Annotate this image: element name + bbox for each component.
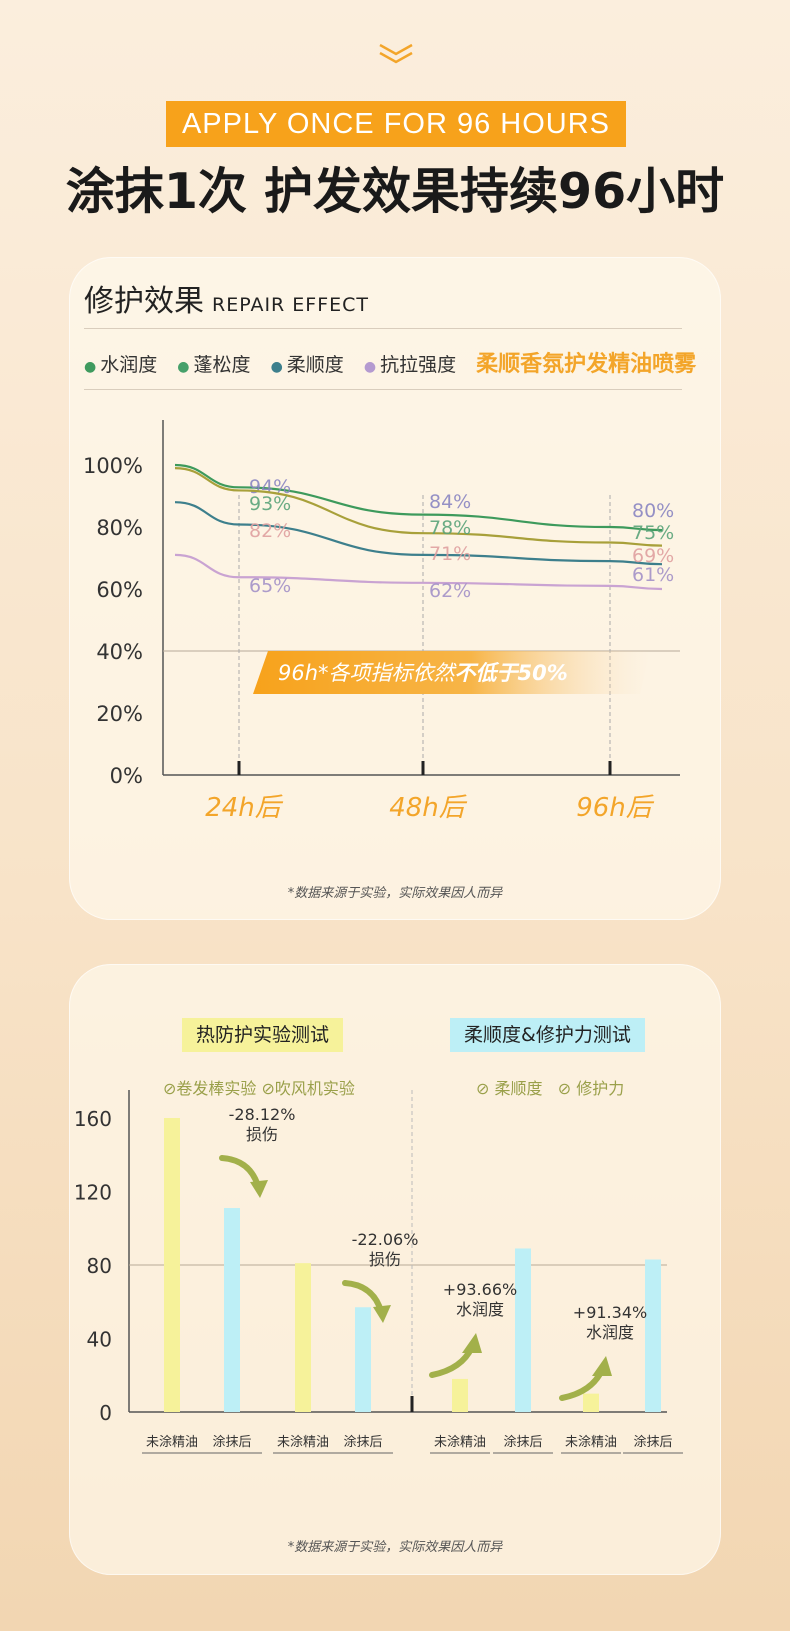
arrow-head-icon bbox=[373, 1305, 391, 1323]
x-tick-label: 24h后 bbox=[205, 793, 284, 820]
double-chevron-down-icon bbox=[379, 43, 413, 64]
data-label: 78% bbox=[429, 517, 471, 539]
bar bbox=[295, 1263, 311, 1412]
repair-title-en: REPAIR EFFECT bbox=[212, 294, 370, 316]
x-tick-label: 涂抹后 bbox=[343, 1434, 382, 1450]
divider bbox=[84, 328, 682, 329]
data-label: 71% bbox=[429, 543, 471, 565]
callout-bold: 不低于50% bbox=[455, 661, 568, 685]
x-tick-label: 涂抹后 bbox=[212, 1434, 251, 1450]
heat-protection-label: 热防护实验测试 bbox=[182, 1018, 344, 1052]
data-label: 69% bbox=[632, 545, 674, 567]
check-icon: ⊘ bbox=[557, 1079, 572, 1098]
x-tick-label: 未涂精油 bbox=[277, 1434, 329, 1450]
series-line bbox=[174, 467, 663, 547]
bar bbox=[583, 1393, 599, 1412]
product-name: 柔顺香氛护发精油喷雾 bbox=[476, 352, 697, 377]
chart-legend: ● 水润度 ● 蓬松度 ● 柔顺度 ● 抗拉强度 柔顺香氛护发精油喷雾 bbox=[84, 346, 696, 378]
data-source-note-2: *数据来源于实验，实际效果因人而异 bbox=[287, 1540, 503, 1555]
y-tick-label: 120 bbox=[74, 1181, 112, 1205]
y-tick-label: 60% bbox=[96, 578, 143, 602]
y-tick-label: 20% bbox=[96, 702, 143, 726]
legend-item: ● 水润度 bbox=[84, 354, 158, 376]
y-tick-label: 80 bbox=[87, 1254, 112, 1278]
data-label: 61% bbox=[632, 564, 674, 586]
check-icon: ⊘ bbox=[261, 1079, 275, 1098]
legend-item: ● 抗拉强度 bbox=[363, 354, 457, 376]
annotation-label: +93.66% bbox=[443, 1280, 517, 1299]
repair-effect-card bbox=[69, 257, 721, 920]
x-tick-label: 未涂精油 bbox=[146, 1434, 198, 1450]
legend-item: ● 蓬松度 bbox=[177, 354, 251, 376]
callout-text: 96h*各项指标依然不低于50% bbox=[278, 661, 568, 685]
data-label: 62% bbox=[429, 580, 471, 602]
y-tick-label: 0% bbox=[110, 764, 143, 788]
x-tick-label: 涂抹后 bbox=[633, 1434, 672, 1450]
data-label: 65% bbox=[249, 575, 291, 597]
y-tick-label: 0 bbox=[99, 1401, 112, 1425]
bar bbox=[645, 1259, 661, 1412]
bar bbox=[452, 1378, 468, 1412]
y-tick-label: 160 bbox=[74, 1107, 112, 1131]
legend-item: ● 柔顺度 bbox=[270, 354, 344, 376]
x-tick-label: 48h后 bbox=[389, 793, 468, 820]
series-line bbox=[174, 463, 663, 532]
callout-background bbox=[253, 651, 650, 694]
bar bbox=[515, 1248, 531, 1412]
repair-title-cn: 修护效果 bbox=[84, 284, 204, 319]
data-label: 94% bbox=[249, 476, 291, 498]
check-icon: ⊘ bbox=[163, 1079, 177, 1098]
callout-prefix: 96h*各项指标依然 bbox=[278, 661, 458, 685]
y-tick-label: 100% bbox=[83, 454, 143, 478]
annotation-label: -22.06% bbox=[352, 1230, 419, 1249]
data-source-note: *数据来源于实验，实际效果因人而异 bbox=[287, 886, 503, 901]
x-tick-label: 未涂精油 bbox=[565, 1434, 617, 1450]
bar bbox=[224, 1208, 240, 1412]
arrow-head-icon bbox=[250, 1180, 268, 1198]
headline: 涂抹1次 护发效果持续96小时 bbox=[65, 163, 725, 220]
data-label: 93% bbox=[249, 493, 291, 515]
repair-line-chart: 100% 80% 60% 40% 20% 0% 24h后 48h后 96h后 94% 84% 80% 9… bbox=[83, 420, 680, 820]
annotation-label: 损伤 bbox=[369, 1250, 401, 1269]
annotation-label: 水润度 bbox=[586, 1323, 634, 1342]
y-tick-label: 80% bbox=[96, 516, 143, 540]
data-label: 82% bbox=[249, 520, 291, 542]
banner: APPLY ONCE FOR 96 HOURS bbox=[166, 101, 626, 147]
smooth-subtests: ⊘ 柔顺度 ⊘ 修护力 bbox=[476, 1079, 625, 1098]
callout-band: 96h*各项指标依然不低于50% bbox=[253, 651, 650, 694]
y-tick-label: 40 bbox=[87, 1328, 112, 1352]
annotation-label: 损伤 bbox=[246, 1125, 278, 1144]
annotation-label: +91.34% bbox=[573, 1303, 647, 1322]
data-label: 75% bbox=[632, 522, 674, 544]
x-tick-label: 涂抹后 bbox=[503, 1434, 542, 1450]
annotation-label: 水润度 bbox=[456, 1300, 504, 1319]
check-icon: ⊘ bbox=[476, 1079, 490, 1098]
series-line bbox=[174, 553, 663, 591]
smoothness-label: 柔顺度&修护力测试 bbox=[450, 1018, 645, 1052]
data-label: 80% bbox=[632, 500, 674, 522]
heat-subtests: ⊘卷发棒实验 ⊘吹风机实验 bbox=[163, 1079, 355, 1098]
arrow-head-icon bbox=[592, 1356, 612, 1376]
annotation-label: -28.12% bbox=[229, 1105, 296, 1124]
y-tick-label: 40% bbox=[96, 640, 143, 664]
data-label: 84% bbox=[429, 491, 471, 513]
series-line bbox=[174, 501, 663, 566]
x-tick-label: 未涂精油 bbox=[434, 1434, 486, 1450]
repair-title: 修护效果 REPAIR EFFECT bbox=[84, 276, 369, 320]
x-tick-label: 96h后 bbox=[576, 793, 655, 820]
arrow-head-icon bbox=[462, 1333, 482, 1353]
bar bbox=[164, 1118, 180, 1412]
divider bbox=[84, 389, 682, 390]
bar bbox=[355, 1307, 371, 1412]
